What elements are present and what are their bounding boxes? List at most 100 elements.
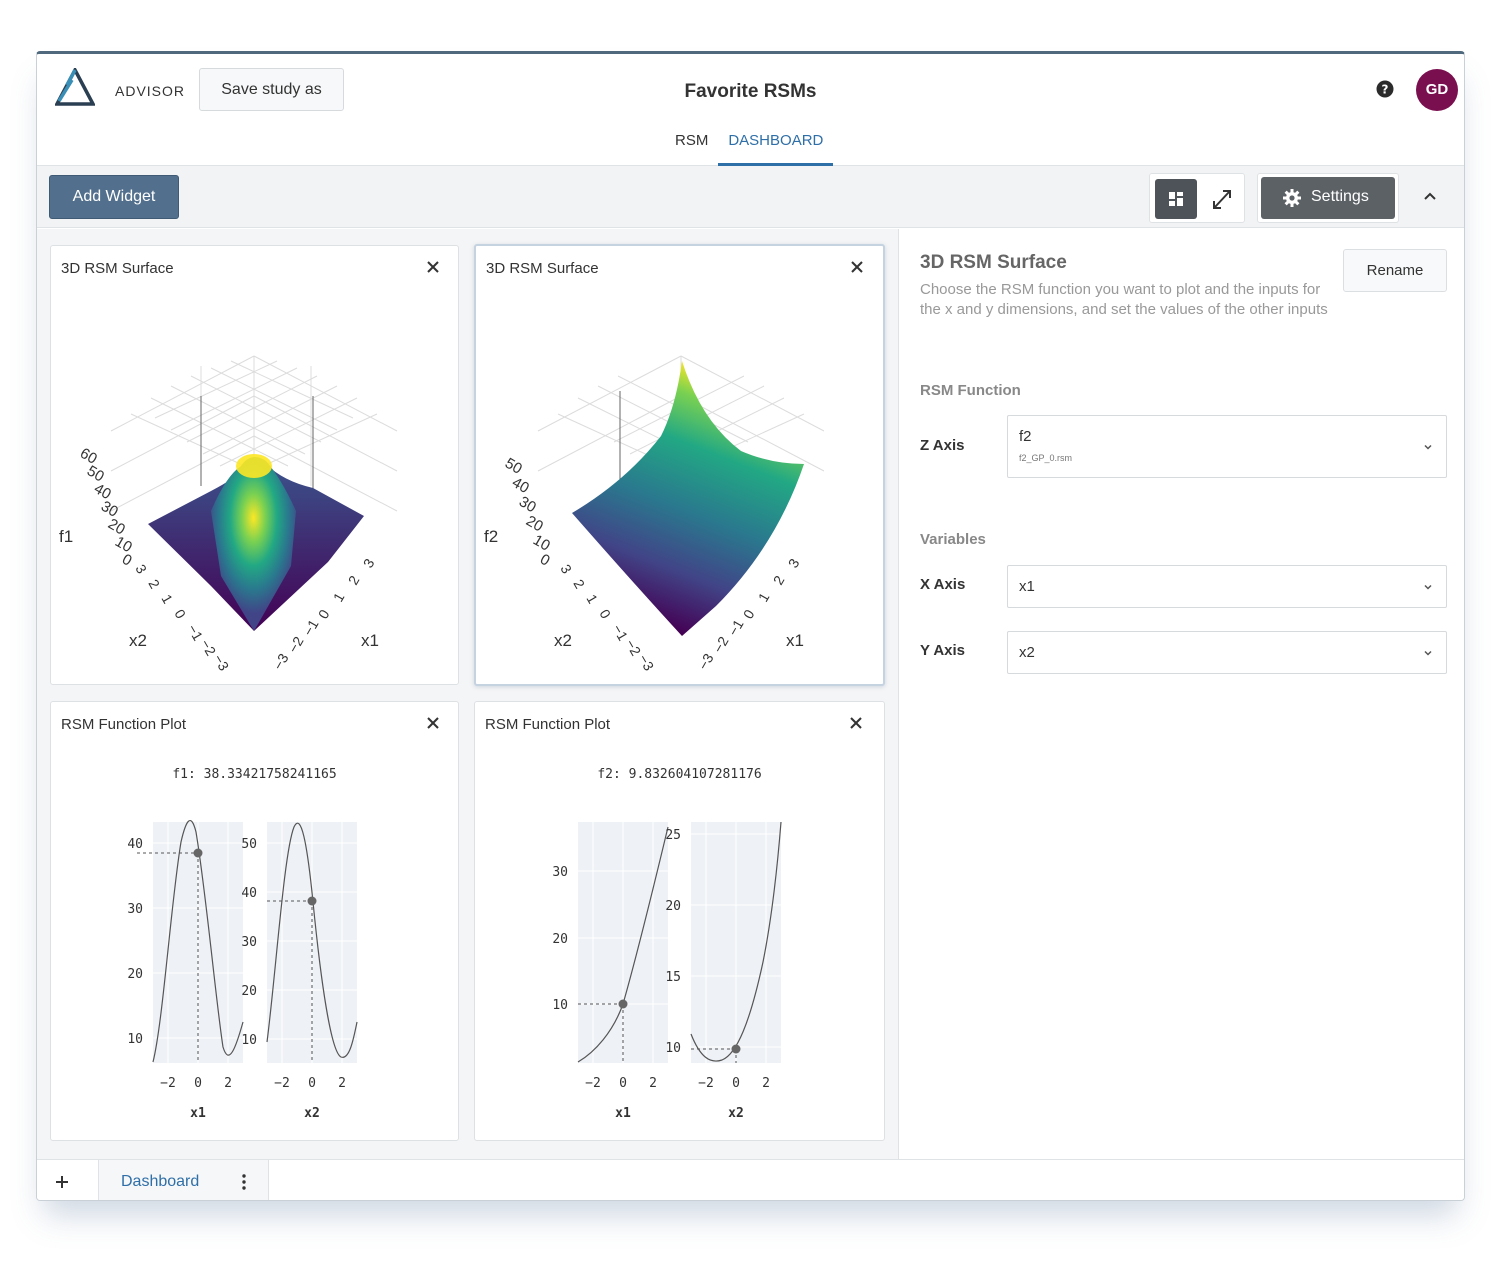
widget-function-plot-f1[interactable]: RSM Function Plot f1: 38.33421758241165 …: [50, 701, 459, 1141]
function-plot-f1[interactable]: 10 20 30 40 −2 0 2 x1 10 20 30 40 50 −2 0 2: [51, 702, 460, 1142]
y-axis-value: x2: [1019, 644, 1035, 661]
logo-triangle-icon[interactable]: [55, 68, 95, 108]
x-tick-label: −3: [270, 650, 292, 672]
x-tick-label: −2: [710, 633, 732, 655]
y-tick-label: 0: [171, 607, 189, 622]
plus-icon[interactable]: [37, 1160, 98, 1201]
add-widget-button[interactable]: Add Widget: [49, 175, 179, 219]
x-tick-label: −2: [160, 1076, 176, 1091]
close-icon[interactable]: [849, 259, 865, 275]
z-tick-label: 60: [77, 445, 100, 468]
y-tick-label: 0: [596, 607, 614, 622]
function-value: f1: 38.33421758241165: [172, 767, 337, 782]
x-tick-label: −3: [695, 650, 717, 672]
z-tick-label: 50: [502, 455, 525, 478]
panel-xlabel: x2: [304, 1106, 320, 1121]
x-tick-label: −2: [285, 633, 307, 655]
settings-panel: 3D RSM Surface Choose the RSM function y…: [899, 229, 1464, 1159]
y-axis-select[interactable]: x2: [1007, 631, 1447, 674]
settings-label: Settings: [1311, 188, 1369, 205]
dashboard-tab-bar: Dashboard: [37, 1159, 1464, 1201]
close-icon[interactable]: [848, 715, 864, 731]
close-icon[interactable]: [425, 715, 441, 731]
y-tick-label: 30: [127, 902, 143, 917]
y-tick-label: 40: [127, 837, 143, 852]
widget-3d-surface-f2[interactable]: 3D RSM Surface: [474, 244, 885, 686]
y-tick-label: 10: [241, 1033, 257, 1048]
main-tabs: RSM DASHBOARD: [665, 120, 834, 166]
expand-icon: [1213, 190, 1231, 209]
function-plot-f2[interactable]: 10 20 30 −2 0 2 x1 10 15 20 25 −2 0 2: [475, 702, 886, 1142]
widget-function-plot-f2[interactable]: RSM Function Plot f2: 9.832604107281176 …: [474, 701, 885, 1141]
gear-icon: [1283, 189, 1301, 207]
fullscreen-button[interactable]: [1203, 179, 1241, 219]
kebab-menu-icon[interactable]: [241, 1173, 247, 1191]
panel-x1: 10 20 30 40 −2 0 2 x1: [127, 819, 244, 1121]
y-tick-label: −3: [635, 652, 657, 674]
y-axis-label: x2: [554, 631, 572, 650]
z-axis-label: f2: [484, 527, 498, 546]
y-tick-label: 10: [552, 998, 568, 1013]
panel-xlabel: x1: [190, 1106, 206, 1121]
x-tick-label: 0: [308, 1076, 316, 1091]
x-tick-label: 3: [360, 556, 378, 571]
x-tick-label: 0: [732, 1076, 740, 1091]
widget-title: RSM Function Plot: [61, 716, 187, 733]
y-tick-label: 3: [557, 562, 575, 577]
grid-view-icon: [1169, 192, 1183, 206]
close-icon[interactable]: [425, 259, 441, 275]
header: ADVISOR Save study as Favorite RSMs RSM …: [37, 54, 1464, 166]
z-tick-label: 30: [516, 493, 539, 516]
study-title: Favorite RSMs: [684, 81, 817, 102]
z-axis-select[interactable]: f2 f2_GP_0.rsm: [1007, 415, 1447, 478]
x-axis-label: X Axis: [920, 576, 966, 593]
tab-dashboard-sheet[interactable]: Dashboard: [98, 1160, 269, 1200]
chevron-up-icon[interactable]: [1419, 186, 1441, 208]
rsm-function-section-label: RSM Function: [920, 382, 1021, 399]
widget-3d-surface-f1[interactable]: 3D RSM Surface: [50, 245, 459, 685]
y-tick-label: 1: [583, 592, 601, 607]
rename-button[interactable]: Rename: [1343, 249, 1447, 292]
z-axis-file: f2_GP_0.rsm: [1019, 453, 1073, 463]
settings-panel-description: Choose the RSM function you want to plot…: [920, 281, 1328, 318]
settings-panel-title: 3D RSM Surface: [920, 252, 1067, 273]
x-axis-select[interactable]: x1: [1007, 565, 1447, 608]
function-value: f2: 9.832604107281176: [597, 767, 762, 782]
y-tick-label: 25: [665, 828, 681, 843]
y-tick-label: 10: [127, 1032, 143, 1047]
panel-x2: 10 15 20 25 −2 0 2 x2: [665, 821, 782, 1121]
z-tick-label: 20: [523, 512, 546, 535]
x-tick-label: 2: [649, 1076, 657, 1091]
brand-name: ADVISOR: [115, 83, 186, 99]
tab-rsm[interactable]: RSM: [675, 132, 709, 149]
z-tick-label: 40: [91, 480, 114, 503]
x-axis-label: x1: [361, 631, 379, 650]
z-tick-label: 10: [112, 533, 135, 556]
z-tick-label: 50: [84, 462, 107, 485]
x-tick-label: 1: [330, 590, 348, 605]
panel-xlabel: x1: [615, 1106, 631, 1121]
y-tick-label: 40: [241, 886, 257, 901]
app-window: ADVISOR Save study as Favorite RSMs RSM …: [36, 51, 1465, 1201]
x-tick-label: 2: [770, 573, 788, 588]
avatar[interactable]: GD: [1416, 69, 1458, 111]
widget-title: 3D RSM Surface: [61, 260, 174, 277]
y-tick-label: 20: [552, 932, 568, 947]
x-tick-label: 0: [740, 607, 758, 622]
help-icon[interactable]: ?: [1376, 80, 1394, 98]
z-tick-label: 20: [105, 515, 128, 538]
y-tick-label: 30: [552, 865, 568, 880]
chevron-down-icon: [1424, 650, 1432, 656]
x-tick-label: 2: [762, 1076, 770, 1091]
settings-button[interactable]: Settings: [1261, 177, 1395, 219]
y-tick-label: 1: [158, 592, 176, 607]
variables-section-label: Variables: [920, 531, 986, 548]
widget-title: RSM Function Plot: [485, 716, 611, 733]
y-tick-label: −3: [210, 652, 232, 674]
x-tick-label: 2: [338, 1076, 346, 1091]
grid-view-button[interactable]: [1155, 179, 1197, 219]
tab-dashboard[interactable]: DASHBOARD: [718, 120, 834, 166]
save-study-as-button[interactable]: Save study as: [199, 68, 344, 111]
